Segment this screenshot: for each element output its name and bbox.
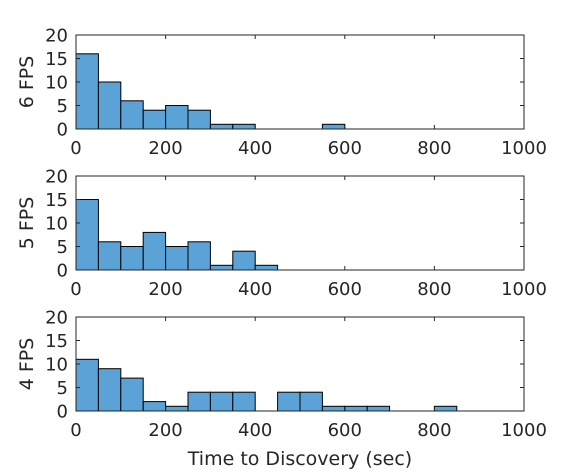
histogram-bar bbox=[165, 246, 189, 271]
x-tick-label: 400 bbox=[238, 138, 272, 159]
y-tick-label: 0 bbox=[57, 120, 68, 141]
x-tick-label: 200 bbox=[148, 279, 182, 300]
histogram-bar bbox=[433, 405, 458, 412]
histogram-bar bbox=[277, 391, 301, 412]
y-tick-label: 15 bbox=[45, 331, 68, 352]
y-tick-label: 10 bbox=[45, 214, 68, 235]
histogram-bar bbox=[209, 123, 234, 130]
x-tick-label: 0 bbox=[70, 420, 81, 441]
x-tick-label: 600 bbox=[328, 420, 362, 441]
histogram-bar bbox=[209, 391, 234, 412]
histogram-bar bbox=[187, 109, 211, 130]
histogram-bar bbox=[97, 241, 122, 271]
histogram-bar bbox=[209, 264, 234, 271]
y-tick-label: 10 bbox=[45, 355, 68, 376]
x-tick-label: 800 bbox=[417, 279, 451, 300]
y-tick-label: 15 bbox=[45, 49, 68, 70]
y-tick-label: 20 bbox=[45, 308, 68, 329]
histogram-bar bbox=[142, 231, 167, 271]
histogram-bar bbox=[75, 53, 99, 130]
y-tick-label: 10 bbox=[45, 73, 68, 94]
x-tick-label: 200 bbox=[148, 420, 182, 441]
x-tick-label: 400 bbox=[238, 420, 272, 441]
y-tick-label: 5 bbox=[57, 96, 68, 117]
x-tick-label: 600 bbox=[328, 279, 362, 300]
x-tick-label: 1000 bbox=[501, 138, 547, 159]
histogram-bar bbox=[165, 105, 189, 130]
histogram-bar bbox=[120, 100, 144, 130]
histogram-bar bbox=[120, 246, 144, 271]
histogram-bar bbox=[321, 405, 346, 412]
y-axis-title: 5 FPS bbox=[16, 197, 38, 250]
histogram-bar bbox=[165, 405, 189, 412]
x-tick-label: 0 bbox=[70, 138, 81, 159]
y-tick-label: 20 bbox=[45, 26, 68, 47]
y-axis-title: 6 FPS bbox=[16, 56, 38, 109]
histogram-bar bbox=[232, 123, 256, 130]
y-tick-label: 20 bbox=[45, 167, 68, 188]
x-tick-label: 800 bbox=[417, 138, 451, 159]
x-tick-label: 800 bbox=[417, 420, 451, 441]
x-axis-title: Time to Discovery (sec) bbox=[187, 448, 412, 470]
y-axis-title: 4 FPS bbox=[16, 338, 38, 391]
histogram-bar bbox=[75, 199, 99, 271]
x-tick-label: 1000 bbox=[501, 420, 547, 441]
x-tick-label: 600 bbox=[328, 138, 362, 159]
histogram-bar bbox=[142, 401, 167, 412]
y-tick-label: 0 bbox=[57, 402, 68, 423]
y-tick-label: 15 bbox=[45, 190, 68, 211]
x-tick-label: 0 bbox=[70, 279, 81, 300]
y-tick-label: 0 bbox=[57, 261, 68, 282]
histogram-bar bbox=[344, 405, 368, 412]
histogram-bar bbox=[321, 123, 346, 130]
x-tick-label: 200 bbox=[148, 138, 182, 159]
histogram-bar bbox=[142, 109, 167, 130]
histogram-bar bbox=[75, 358, 99, 412]
histogram-bar bbox=[120, 377, 144, 412]
y-tick-label: 5 bbox=[57, 378, 68, 399]
histogram-bar bbox=[299, 391, 323, 412]
x-tick-label: 1000 bbox=[501, 279, 547, 300]
histogram-bar bbox=[232, 391, 256, 412]
histogram-bar bbox=[97, 368, 122, 412]
histogram-bar bbox=[254, 264, 279, 271]
x-tick-label: 400 bbox=[238, 279, 272, 300]
histogram-bar bbox=[187, 391, 211, 412]
histogram-bar bbox=[187, 241, 211, 271]
histogram-bar bbox=[97, 81, 122, 130]
y-tick-label: 5 bbox=[57, 237, 68, 258]
histogram-bar bbox=[366, 405, 391, 412]
histogram-bar bbox=[232, 250, 256, 271]
